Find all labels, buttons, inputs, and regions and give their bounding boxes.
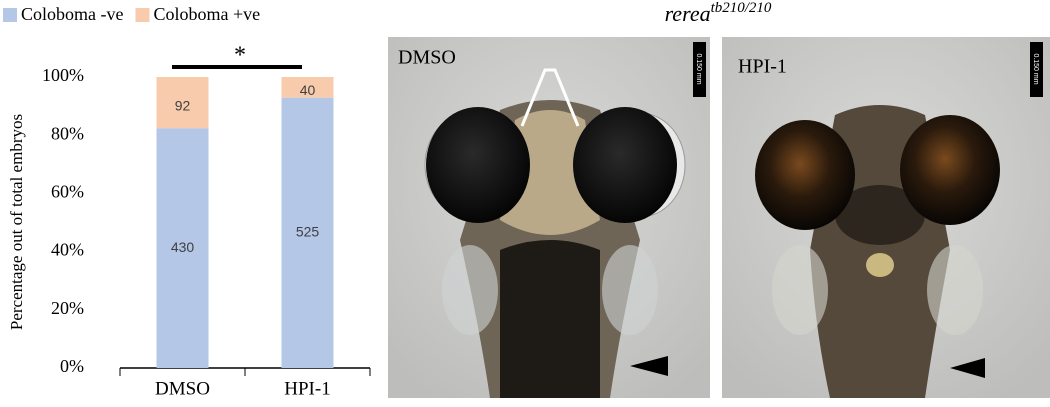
x-tick-label: DMSO xyxy=(155,378,210,399)
legend-label: Coloboma -ve xyxy=(21,4,123,24)
scale-bar-label: 0.150 mm xyxy=(1032,53,1039,84)
y-tick-label: 60% xyxy=(51,182,84,202)
significance-marker: * xyxy=(234,43,246,69)
legend-label: Coloboma +ve xyxy=(153,4,260,24)
x-tick-label: HPI-1 xyxy=(284,378,330,399)
y-tick-label: 20% xyxy=(51,298,84,318)
value-label: 92 xyxy=(175,97,191,113)
y-tick-label: 100% xyxy=(42,65,84,85)
panel-title: rereatb210/210 xyxy=(665,0,772,26)
value-label: 525 xyxy=(296,224,320,240)
title-main: rerea xyxy=(665,1,711,26)
bar-segment xyxy=(281,97,334,368)
legend-swatch xyxy=(3,8,17,22)
image-hpi1: 0.150 mm HPI-1 xyxy=(722,37,1050,398)
y-tick-label: 40% xyxy=(51,240,84,260)
title-superscript: tb210/210 xyxy=(711,0,772,16)
bar-segment xyxy=(156,128,209,368)
panel-label: HPI-1 xyxy=(738,56,787,78)
image-dmso: 0.150 mm DMSO xyxy=(388,37,710,398)
y-tick-label: 0% xyxy=(60,356,84,376)
bar-segment xyxy=(156,77,209,129)
panel-label: DMSO xyxy=(398,47,456,69)
y-axis-label: Percentage out of total embryos xyxy=(7,114,26,330)
value-label: 430 xyxy=(171,239,195,255)
scale-bar-label: 0.150 mm xyxy=(695,53,702,84)
y-tick-label: 80% xyxy=(51,123,84,143)
bar-segment xyxy=(281,77,334,98)
value-label: 40 xyxy=(300,82,316,98)
legend-swatch xyxy=(135,8,150,22)
